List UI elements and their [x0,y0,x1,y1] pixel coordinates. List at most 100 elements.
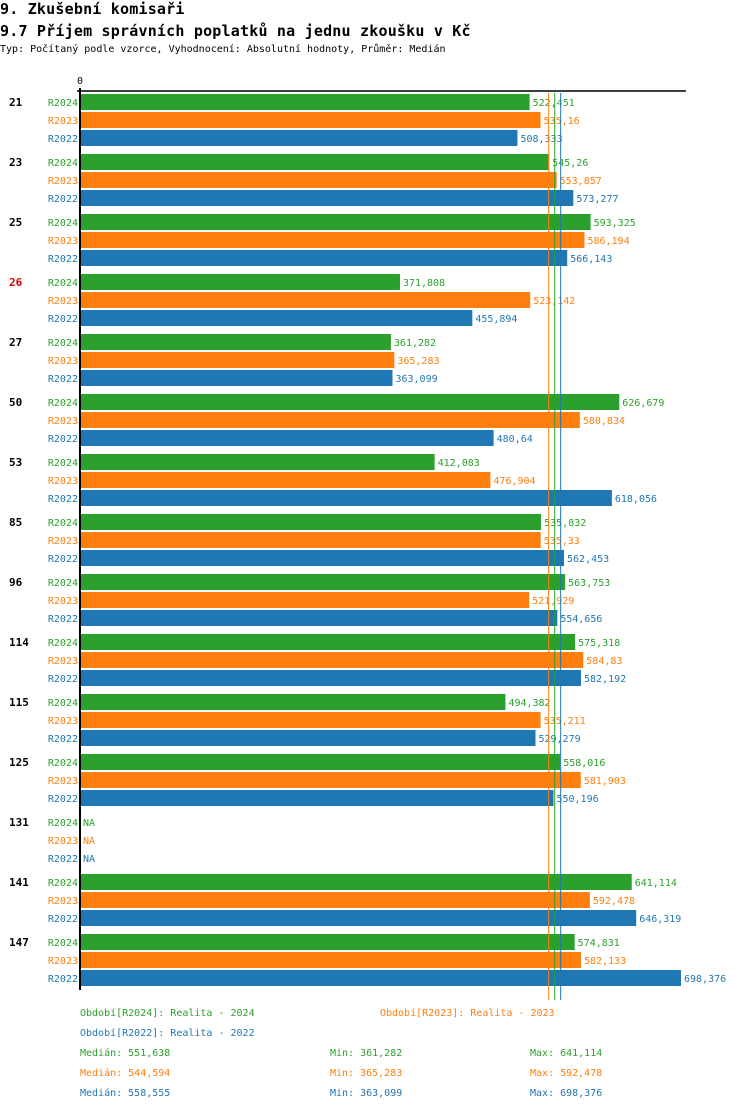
data-label: 580,834 [583,416,625,427]
bar-chart: 0 21 R2024 522,451 R2023 535,16 R2022 508,333 23… [9,76,726,1000]
chart-title: 9.7 Příjem správních poplatků na jednu z… [0,22,471,40]
bar-r2022 [80,550,565,566]
data-label: NA [83,836,95,847]
category-label: 131 [9,816,29,829]
series-label: R2023 [48,236,78,247]
data-label: 365,283 [397,356,439,367]
series-label: R2024 [48,278,78,289]
series-label: R2024 [48,938,78,949]
data-label: 646,319 [639,914,681,925]
series-label: R2024 [48,218,78,229]
data-label: 593,325 [594,218,636,229]
bar-r2023 [80,472,491,488]
bar-r2022 [80,370,393,386]
category-label: 50 [9,396,22,409]
category-label: 115 [9,696,29,709]
series-label: R2023 [48,956,78,967]
category-label: 114 [9,636,29,649]
series-label: R2023 [48,836,78,847]
data-label: 545,26 [552,158,588,169]
data-label: 554,656 [560,614,602,625]
bar-r2023 [80,772,581,788]
bar-r2022 [80,730,536,746]
data-label: NA [83,854,95,865]
series-label: R2022 [48,434,78,445]
bar-r2022 [80,910,637,926]
chart-subtitle: Typ: Počítaný podle vzorce, Vyhodnocení:… [0,44,446,55]
series-label: R2023 [48,296,78,307]
category-label: 25 [9,216,22,229]
bar-r2023 [80,172,557,188]
bar-r2024 [80,214,591,230]
data-label: 508,333 [520,134,562,145]
bar-r2023 [80,592,530,608]
bar-r2023 [80,412,580,428]
data-label: 558,016 [563,758,605,769]
bar-r2024 [80,94,530,110]
bar-r2024 [80,874,632,890]
data-label: 698,376 [684,974,726,985]
series-label: R2022 [48,614,78,625]
section-heading: 9. Zkušební komisaři [0,0,185,18]
bar-r2022 [80,970,681,986]
data-label: 522,451 [533,98,575,109]
series-label: R2022 [48,374,78,385]
series-label: R2024 [48,818,78,829]
bar-r2022 [80,790,554,806]
bar-r2023 [80,652,584,668]
bar-r2024 [80,574,566,590]
series-label: R2023 [48,176,78,187]
series-label: R2024 [48,338,78,349]
series-label: R2024 [48,158,78,169]
data-label: 581,903 [584,776,626,787]
series-label: R2024 [48,518,78,529]
legend-period-r2022: Období[R2022]: Realita - 2022 [80,1028,255,1039]
series-label: R2022 [48,854,78,865]
data-label: 535,33 [544,536,580,547]
series-label: R2024 [48,458,78,469]
data-label: 535,16 [544,116,580,127]
stat-max-r2024: Max: 641,114 [530,1048,603,1059]
series-label: R2024 [48,398,78,409]
category-label: 53 [9,456,22,469]
data-label: 582,192 [584,674,626,685]
bar-r2024 [80,454,435,470]
bar-r2024 [80,934,575,950]
data-label: 476,904 [493,476,535,487]
data-label: 371,808 [403,278,445,289]
series-label: R2022 [48,254,78,265]
stat-min-r2024: Min: 361,282 [330,1048,403,1059]
data-label: 641,114 [635,878,677,889]
category-label: 141 [9,876,29,889]
data-label: 573,277 [576,194,618,205]
data-label: 626,679 [622,398,664,409]
category-label: 96 [9,576,23,589]
data-label: 584,83 [586,656,622,667]
data-label: 575,318 [578,638,620,649]
bar-r2022 [80,670,582,686]
stat-max-r2022: Max: 698,376 [530,1088,603,1099]
series-label: R2023 [48,776,78,787]
bar-r2023 [80,352,395,368]
stat-min-r2022: Min: 363,099 [330,1088,403,1099]
bar-r2024 [80,754,561,770]
stat-max-r2023: Max: 592,478 [530,1068,603,1079]
series-label: R2022 [48,554,78,565]
series-label: R2022 [48,914,78,925]
series-label: R2024 [48,98,78,109]
data-label: 363,099 [395,374,437,385]
category-label: 26 [9,276,23,289]
series-label: R2023 [48,716,78,727]
data-label: 586,194 [587,236,629,247]
series-label: R2024 [48,878,78,889]
data-label: 361,282 [394,338,436,349]
data-label: NA [83,818,95,829]
series-label: R2023 [48,596,78,607]
bar-r2022 [80,490,612,506]
bar-r2024 [80,334,391,350]
data-label: 563,753 [568,578,610,589]
series-label: R2024 [48,578,78,589]
bar-r2024 [80,634,576,650]
bar-r2024 [80,274,400,290]
data-label: 562,453 [567,554,609,565]
